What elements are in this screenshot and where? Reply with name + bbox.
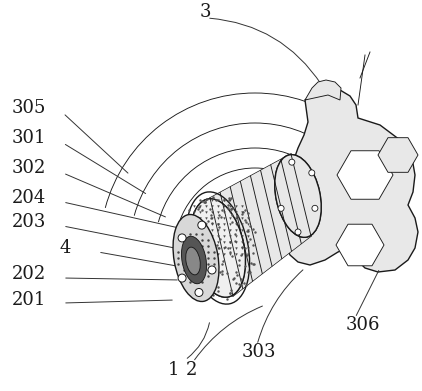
Ellipse shape	[173, 215, 219, 301]
Circle shape	[195, 289, 203, 296]
Text: 306: 306	[346, 316, 381, 334]
Text: 3: 3	[200, 3, 211, 21]
Text: 204: 204	[12, 189, 46, 207]
Circle shape	[178, 274, 186, 282]
Text: 1: 1	[168, 361, 179, 379]
Circle shape	[178, 234, 186, 242]
Ellipse shape	[275, 155, 321, 237]
Text: 305: 305	[12, 99, 46, 117]
Polygon shape	[337, 151, 393, 199]
Circle shape	[198, 221, 206, 229]
Circle shape	[312, 205, 318, 211]
Ellipse shape	[190, 199, 246, 297]
Polygon shape	[210, 154, 311, 296]
Ellipse shape	[186, 247, 200, 275]
Text: 201: 201	[12, 291, 46, 309]
Text: 302: 302	[12, 159, 46, 177]
Text: 2: 2	[186, 361, 197, 379]
Circle shape	[208, 266, 216, 274]
Circle shape	[295, 229, 301, 235]
Polygon shape	[336, 224, 384, 266]
Circle shape	[278, 205, 284, 211]
Polygon shape	[305, 80, 341, 100]
Text: 303: 303	[242, 343, 276, 361]
Ellipse shape	[190, 199, 246, 297]
Text: 301: 301	[12, 129, 46, 147]
Text: 202: 202	[12, 265, 46, 283]
Text: 4: 4	[60, 239, 71, 257]
Text: 203: 203	[12, 213, 46, 231]
Polygon shape	[283, 88, 418, 272]
Ellipse shape	[275, 155, 321, 237]
Circle shape	[309, 170, 315, 176]
Polygon shape	[378, 138, 418, 172]
Circle shape	[289, 159, 295, 165]
Ellipse shape	[181, 236, 206, 284]
